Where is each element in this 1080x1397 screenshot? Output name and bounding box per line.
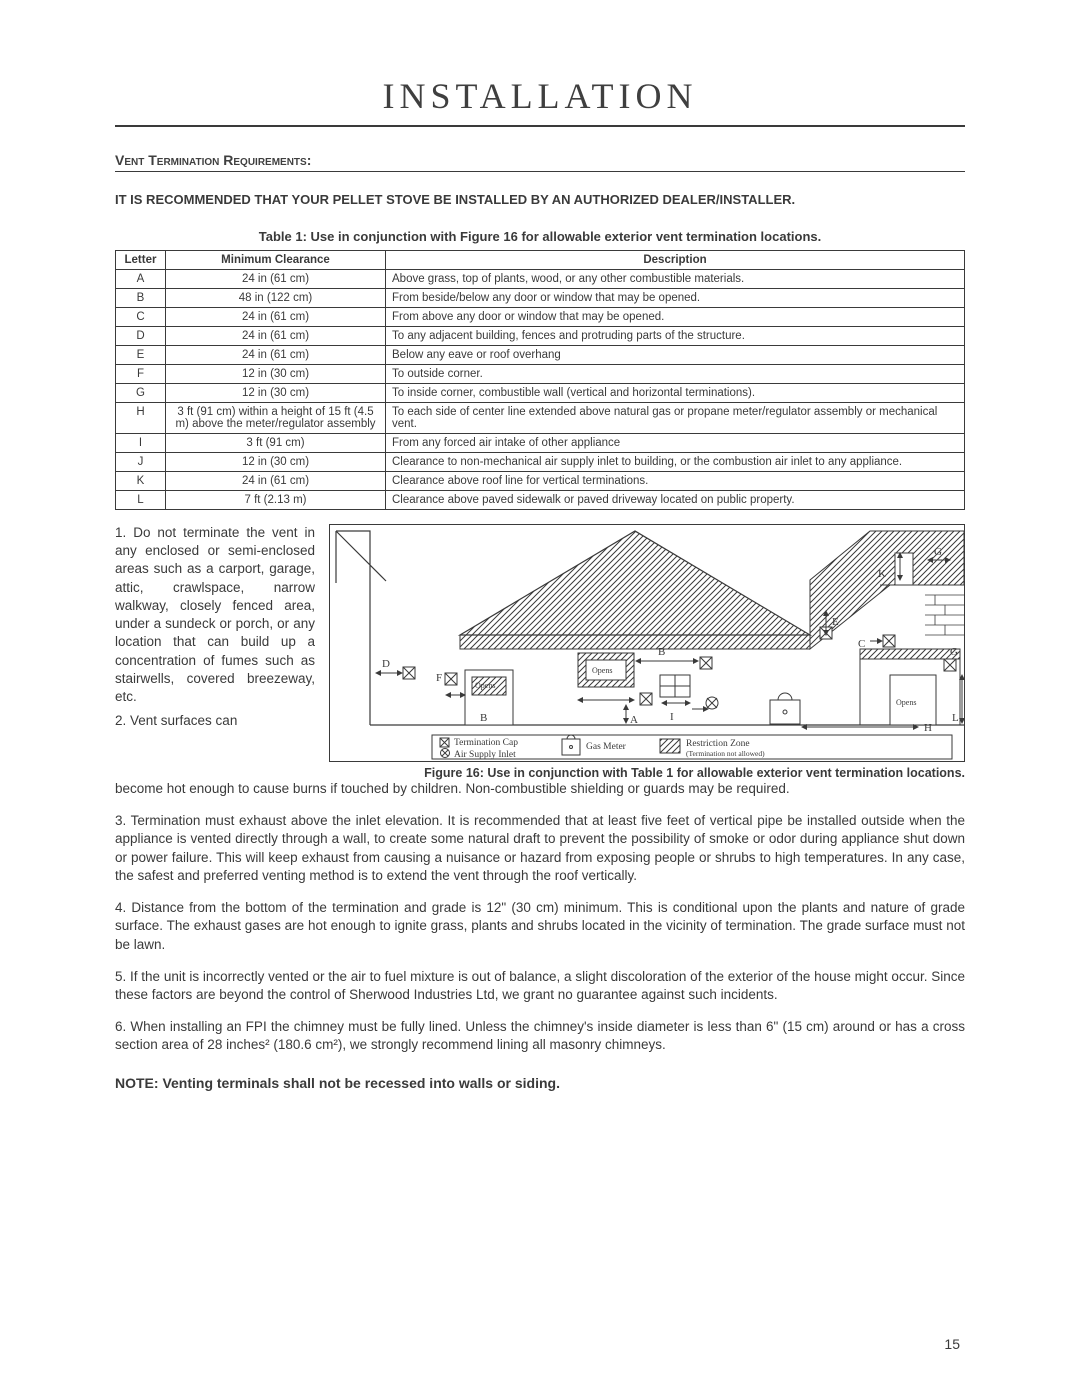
label-c: C (858, 638, 865, 650)
table-row: A24 in (61 cm)Above grass, top of plants… (116, 270, 965, 289)
label-l: L (952, 712, 959, 724)
note-6: 6. When installing an FPI the chimney mu… (115, 1018, 965, 1054)
clearance-table: Letter Minimum Clearance Description A24… (115, 250, 965, 510)
legend-airsupply: Air Supply Inlet (454, 750, 516, 760)
legend-termcap: Termination Cap (454, 738, 518, 748)
legend-restriction-sub: (Termination not allowed) (686, 749, 765, 758)
page-title: Installation (115, 75, 965, 127)
section-heading: Vent Termination Requirements: (115, 152, 965, 172)
label-g2: G (950, 646, 958, 658)
table-row: B48 in (122 cm)From beside/below any doo… (116, 289, 965, 308)
label-k: K (878, 568, 886, 580)
label-g1: G (934, 546, 942, 558)
label-h: H (924, 722, 932, 734)
recommendation-text: IT IS RECOMMENDED THAT YOUR PELLET STOVE… (115, 192, 965, 207)
th-letter: Letter (116, 251, 166, 270)
table-row: I3 ft (91 cm)From any forced air intake … (116, 434, 965, 453)
table-row: G12 in (30 cm)To inside corner, combusti… (116, 384, 965, 403)
th-clearance: Minimum Clearance (166, 251, 386, 270)
figure-caption: Figure 16: Use in conjunction with Table… (329, 766, 965, 780)
label-f: F (436, 672, 442, 684)
note-5: 5. If the unit is incorrectly vented or … (115, 968, 965, 1004)
label-b2: B (658, 646, 665, 658)
note-2a: 2. Vent surfaces can (115, 712, 315, 730)
figure-16: K G Opens Opens (329, 524, 965, 780)
figure-16-diagram: K G Opens Opens (329, 524, 965, 762)
table-row: H3 ft (91 cm) within a height of 15 ft (… (116, 403, 965, 434)
final-note: NOTE: Venting terminals shall not be rec… (115, 1075, 965, 1091)
label-e: E (832, 616, 839, 628)
table-caption: Table 1: Use in conjunction with Figure … (115, 229, 965, 244)
label-opens-win: Opens (592, 666, 612, 675)
label-i: I (670, 711, 674, 723)
note-2b: become hot enough to cause burns if touc… (115, 780, 965, 798)
text-figure-row: 1. Do not terminate the vent in any encl… (115, 524, 965, 780)
page-number: 15 (944, 1336, 960, 1352)
table-row: C24 in (61 cm)From above any door or win… (116, 308, 965, 327)
label-d: D (382, 658, 390, 670)
legend-restriction: Restriction Zone (686, 739, 750, 749)
table-row: F12 in (30 cm)To outside corner. (116, 365, 965, 384)
label-opens-right: Opens (896, 698, 916, 707)
table-row: J12 in (30 cm)Clearance to non-mechanica… (116, 453, 965, 472)
label-a: A (630, 714, 638, 726)
note-3: 3. Termination must exhaust above the in… (115, 812, 965, 885)
note-4: 4. Distance from the bottom of the termi… (115, 899, 965, 954)
label-b1: B (480, 712, 487, 724)
th-description: Description (386, 251, 965, 270)
table-row: D24 in (61 cm)To any adjacent building, … (116, 327, 965, 346)
table-row: E24 in (61 cm)Below any eave or roof ove… (116, 346, 965, 365)
label-opens-door: Opens (475, 681, 495, 690)
legend-gasmeter: Gas Meter (586, 742, 627, 752)
note-1: 1. Do not terminate the vent in any encl… (115, 524, 315, 706)
table-row: L7 ft (2.13 m)Clearance above paved side… (116, 491, 965, 510)
table-row: K24 in (61 cm)Clearance above roof line … (116, 472, 965, 491)
